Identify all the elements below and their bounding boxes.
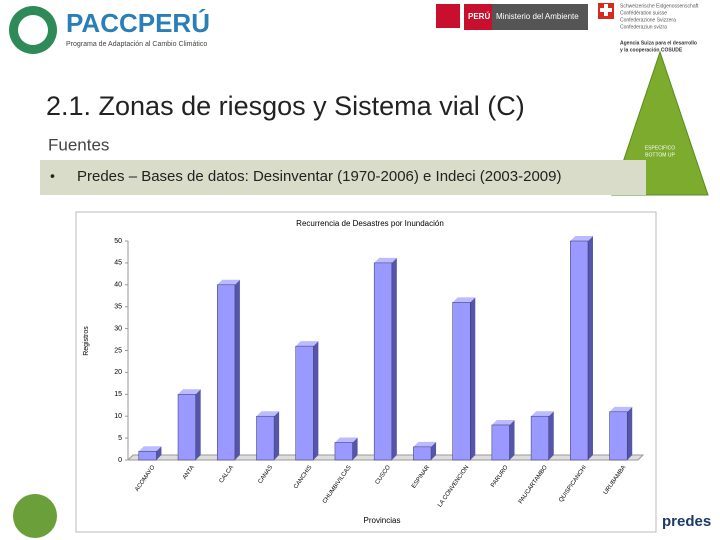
bar: [295, 345, 314, 461]
bar: [530, 415, 549, 461]
chart-frame: [75, 211, 657, 533]
bar-side: [470, 297, 476, 460]
bar-top: [452, 297, 476, 303]
bar-top: [491, 419, 515, 425]
bar-top: [178, 389, 201, 395]
chart-title: Recurrencia de Desastres por Inundación: [296, 219, 444, 228]
bar-side: [587, 236, 593, 460]
bar-side: [234, 279, 240, 460]
bar-side: [548, 411, 554, 460]
bar: [138, 450, 157, 461]
bar-top: [217, 279, 240, 285]
logo-icon-inner: [18, 15, 48, 45]
y-tick-label: 5: [118, 435, 122, 442]
agency: y la cooperación COSUDE: [620, 47, 683, 53]
bullet-band: [40, 160, 646, 195]
swiss-line: Confederaziun svizra: [620, 24, 667, 30]
swiss-line: Schweizerische Eidgenossenschaft: [620, 3, 699, 9]
slide-title: 2.1. Zonas de riesgos y Sistema vial (C): [46, 91, 525, 121]
y-tick-label: 30: [114, 325, 122, 332]
bar-side: [313, 341, 319, 460]
bar-side: [431, 441, 437, 460]
logo-name: PACCPERÚ: [66, 8, 210, 38]
y-tick-label: 35: [114, 304, 122, 311]
y-tick-label: 40: [114, 282, 122, 289]
bullet-dot: •: [50, 168, 55, 184]
footer-logo: [13, 494, 57, 538]
badge-text: ESPECIFICO: [645, 145, 675, 151]
bar-side: [391, 257, 397, 460]
swiss-line: Confederazione Svizzera: [620, 17, 676, 23]
x-axis-label: Provincias: [364, 516, 401, 525]
bar-top: [531, 411, 554, 417]
logo-subtitle: Programa de Adaptación al Cambio Climáti…: [66, 41, 207, 48]
bar-side: [627, 406, 633, 460]
bar-top: [609, 406, 633, 412]
badge-triangle: [611, 50, 709, 196]
section: Fuentes: [48, 135, 109, 154]
bar-side: [352, 437, 358, 460]
bar-top: [570, 236, 593, 241]
peru-label: PERÚ: [468, 12, 490, 21]
bar: [217, 284, 236, 461]
y-tick-label: 10: [114, 413, 122, 420]
y-tick-label: 20: [114, 369, 122, 376]
peru-box: [464, 4, 492, 30]
y-tick-label: 25: [114, 347, 122, 354]
bar-side: [156, 446, 162, 460]
predes-logo: predes: [662, 513, 711, 530]
bar: [570, 240, 589, 461]
bullet: Predes – Bases de datos: Desinventar (19…: [77, 168, 561, 185]
swiss-line: Confédération suisse: [620, 10, 667, 16]
y-tick-label: 15: [114, 391, 122, 398]
bar: [413, 446, 432, 461]
peru-emblem: [436, 4, 460, 28]
bar-top: [413, 441, 437, 447]
bar: [452, 302, 471, 461]
y-tick-label: 0: [118, 457, 122, 464]
swiss-cross: [600, 4, 612, 16]
y-tick-label: 50: [114, 238, 122, 245]
bar: [256, 415, 275, 461]
bar-side: [509, 419, 515, 460]
y-tick-label: 45: [114, 260, 122, 267]
bar: [373, 262, 393, 461]
badge-text: BOTTOM UP: [645, 152, 675, 158]
bar-top: [138, 446, 162, 452]
bar-top: [334, 437, 358, 443]
agency: Agencia Suiza para el desarrollo: [620, 40, 697, 46]
bar-side: [195, 389, 201, 460]
bar-top: [374, 257, 397, 263]
bar: [609, 411, 628, 461]
bar-top: [256, 411, 280, 417]
bar-top: [295, 341, 319, 347]
bar: [491, 424, 510, 461]
y-axis-label: Registros: [83, 326, 90, 356]
ministry: Ministerio del Ambiente: [496, 12, 579, 21]
bar-side: [274, 411, 280, 460]
bar: [334, 442, 353, 461]
bar: [177, 394, 196, 461]
